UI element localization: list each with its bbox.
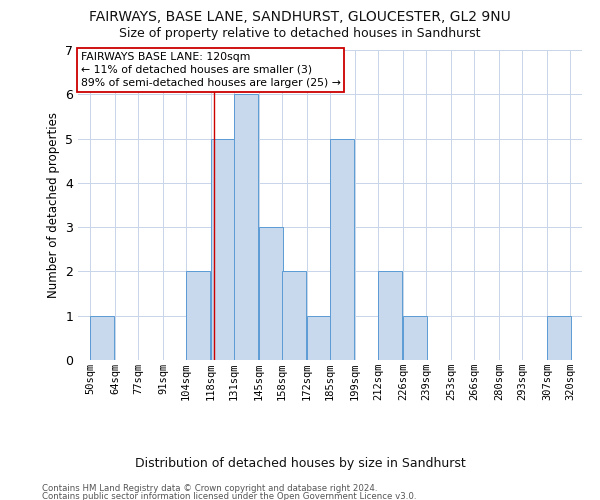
Y-axis label: Number of detached properties: Number of detached properties: [47, 112, 59, 298]
Bar: [378, 272, 402, 360]
Bar: [186, 272, 210, 360]
Bar: [90, 316, 114, 360]
Text: Contains HM Land Registry data © Crown copyright and database right 2024.: Contains HM Land Registry data © Crown c…: [42, 484, 377, 493]
Bar: [211, 138, 235, 360]
Text: FAIRWAYS BASE LANE: 120sqm
← 11% of detached houses are smaller (3)
89% of semi-: FAIRWAYS BASE LANE: 120sqm ← 11% of deta…: [80, 52, 340, 88]
Text: Distribution of detached houses by size in Sandhurst: Distribution of detached houses by size …: [134, 458, 466, 470]
Bar: [307, 316, 331, 360]
Text: Contains public sector information licensed under the Open Government Licence v3: Contains public sector information licen…: [42, 492, 416, 500]
Bar: [403, 316, 427, 360]
Bar: [259, 227, 283, 360]
Bar: [547, 316, 571, 360]
Text: FAIRWAYS, BASE LANE, SANDHURST, GLOUCESTER, GL2 9NU: FAIRWAYS, BASE LANE, SANDHURST, GLOUCEST…: [89, 10, 511, 24]
Text: Size of property relative to detached houses in Sandhurst: Size of property relative to detached ho…: [119, 28, 481, 40]
Bar: [234, 94, 258, 360]
Bar: [330, 138, 354, 360]
Bar: [282, 272, 306, 360]
